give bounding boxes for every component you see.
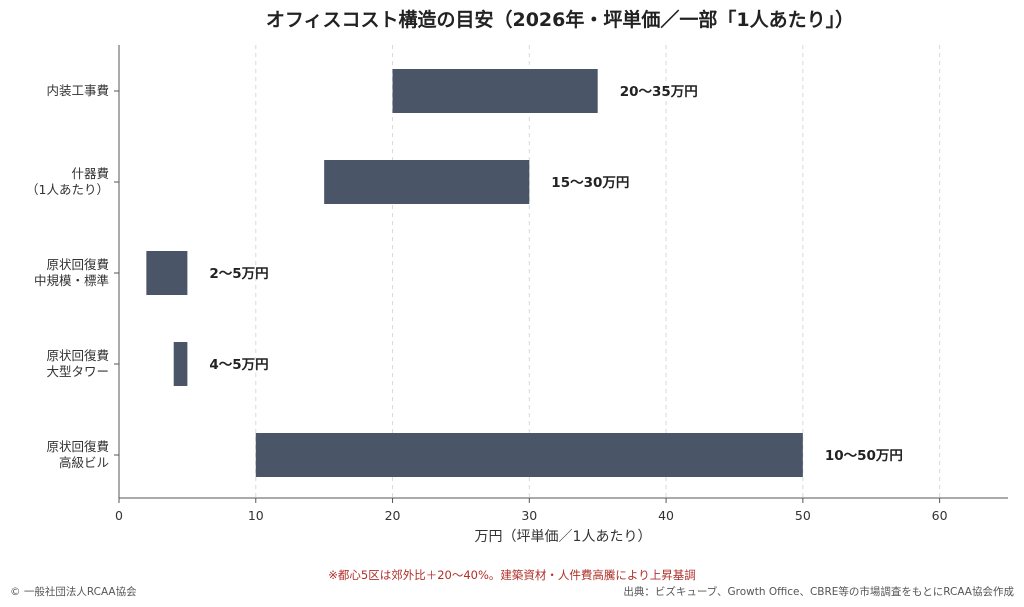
data-label: 4〜5万円	[209, 357, 268, 373]
data-label: 15〜30万円	[551, 175, 629, 191]
data-label: 20〜35万円	[620, 84, 698, 100]
y-tick-label: 内装工事費	[46, 83, 109, 98]
x-tick-label: 40	[658, 508, 674, 523]
range-bar	[392, 69, 598, 113]
range-bar	[324, 160, 530, 204]
x-tick-label: 30	[521, 508, 537, 523]
x-tick-label: 50	[795, 508, 811, 523]
y-tick-label: 原状回復費	[46, 257, 109, 272]
x-tick-label: 20	[385, 508, 401, 523]
bars	[146, 69, 803, 477]
x-tick-label: 60	[932, 508, 948, 523]
y-tick-label: 原状回復費	[46, 348, 109, 363]
footnote: ※都心5区は郊外比＋20〜40%。建築資材・人件費高騰により上昇基調	[328, 568, 696, 582]
axes	[114, 45, 1008, 503]
x-axis-label: 万円（坪単価／1人あたり）	[475, 529, 652, 545]
data-label: 10〜50万円	[825, 448, 903, 464]
copyright: © 一般社団法人RCAA協会	[10, 586, 137, 598]
source-credit: 出典：ビズキューブ、Growth Office、CBRE等の市場調査をもとにRC…	[623, 586, 1014, 598]
y-tick-label: 大型タワー	[46, 364, 109, 379]
x-gridlines	[255, 45, 941, 498]
x-tick-labels: 0 10 20 30 40 50 60	[115, 508, 948, 523]
data-labels: 20〜35万円 15〜30万円 2〜5万円 4〜5万円 10〜50万円	[209, 84, 903, 464]
data-label: 2〜5万円	[209, 266, 268, 282]
y-tick-label: 高級ビル	[59, 455, 109, 470]
x-tick-label: 0	[115, 508, 123, 523]
y-tick-label: （1人あたり）	[26, 182, 109, 197]
y-tick-labels: 内装工事費什器費（1人あたり）原状回復費中規模・標準原状回復費大型タワー原状回復…	[26, 83, 109, 470]
y-tick-label: 原状回復費	[46, 439, 109, 454]
y-tick-label: 中規模・標準	[34, 273, 109, 288]
y-tick-label: 什器費	[71, 166, 109, 181]
chart-title: オフィスコスト構造の目安（2026年・坪単価／一部「1人あたり」）	[266, 8, 854, 31]
x-tick-label: 10	[248, 508, 264, 523]
range-bar	[173, 342, 188, 386]
range-bar-chart: オフィスコスト構造の目安（2026年・坪単価／一部「1人あたり」） 内装工事費什…	[26, 8, 1008, 545]
range-bar	[146, 251, 188, 295]
range-bar	[255, 433, 803, 477]
